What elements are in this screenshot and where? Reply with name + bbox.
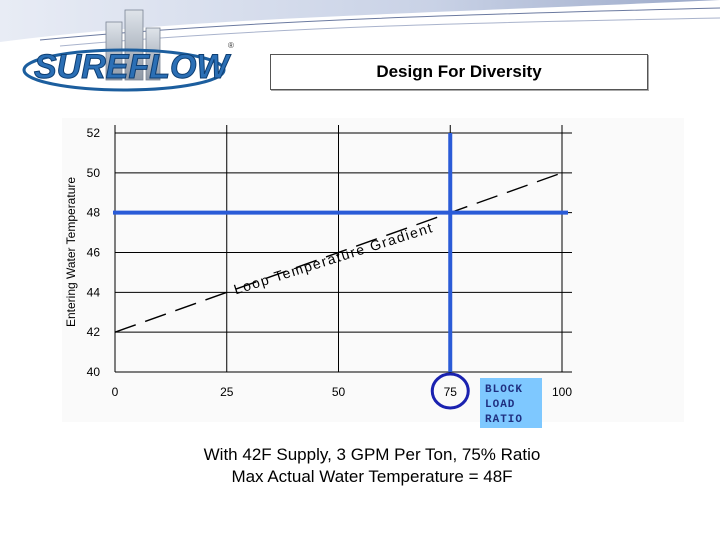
x-tick-label: 0	[112, 385, 119, 399]
caption-line-1: With 42F Supply, 3 GPM Per Ton, 75% Rati…	[203, 445, 541, 464]
series-line-loop-temperature-gradient	[114, 172, 563, 333]
svg-text:®: ®	[228, 41, 234, 50]
y-tick-label: 46	[87, 246, 101, 260]
y-tick-label: 52	[87, 126, 101, 140]
svg-text:SUREFLOW: SUREFLOW	[34, 48, 231, 86]
highlight-circle-75	[430, 372, 470, 410]
y-tick-label: 50	[87, 166, 101, 180]
annotation-text: LOAD	[485, 399, 515, 411]
page-title-text: Design For Diversity	[376, 62, 542, 81]
y-tick-label: 44	[87, 285, 101, 299]
series-group	[114, 172, 563, 333]
x-tick-labels: 0 25 50 75 100	[112, 372, 572, 410]
x-tick-label: 25	[220, 385, 234, 399]
annotation-text: BLOCK	[485, 384, 523, 396]
y-tick-label: 40	[87, 365, 101, 379]
x-tick-label: 50	[332, 385, 346, 399]
x-tick-label: 75	[444, 385, 458, 399]
y-axis-label: Entering Water Temperature	[64, 177, 78, 327]
annotation-text: RATIO	[485, 414, 523, 426]
y-tick-label: 42	[87, 325, 101, 339]
x-tick-label: 100	[552, 385, 572, 399]
y-tick-label: 48	[87, 206, 101, 220]
sureflow-logo: SUREFLOW ®	[22, 9, 234, 92]
block-load-ratio-label: BLOCK LOAD RATIO	[480, 378, 542, 428]
reference-lines	[113, 133, 568, 372]
block-load-ratio-box	[480, 378, 542, 428]
caption-line-2: Max Actual Water Temperature = 48F	[231, 467, 513, 486]
page-title: Design For Diversity	[270, 54, 648, 90]
y-tick-labels: 40 42 44 46 48 50 52	[87, 126, 101, 379]
chart-background	[62, 118, 684, 422]
